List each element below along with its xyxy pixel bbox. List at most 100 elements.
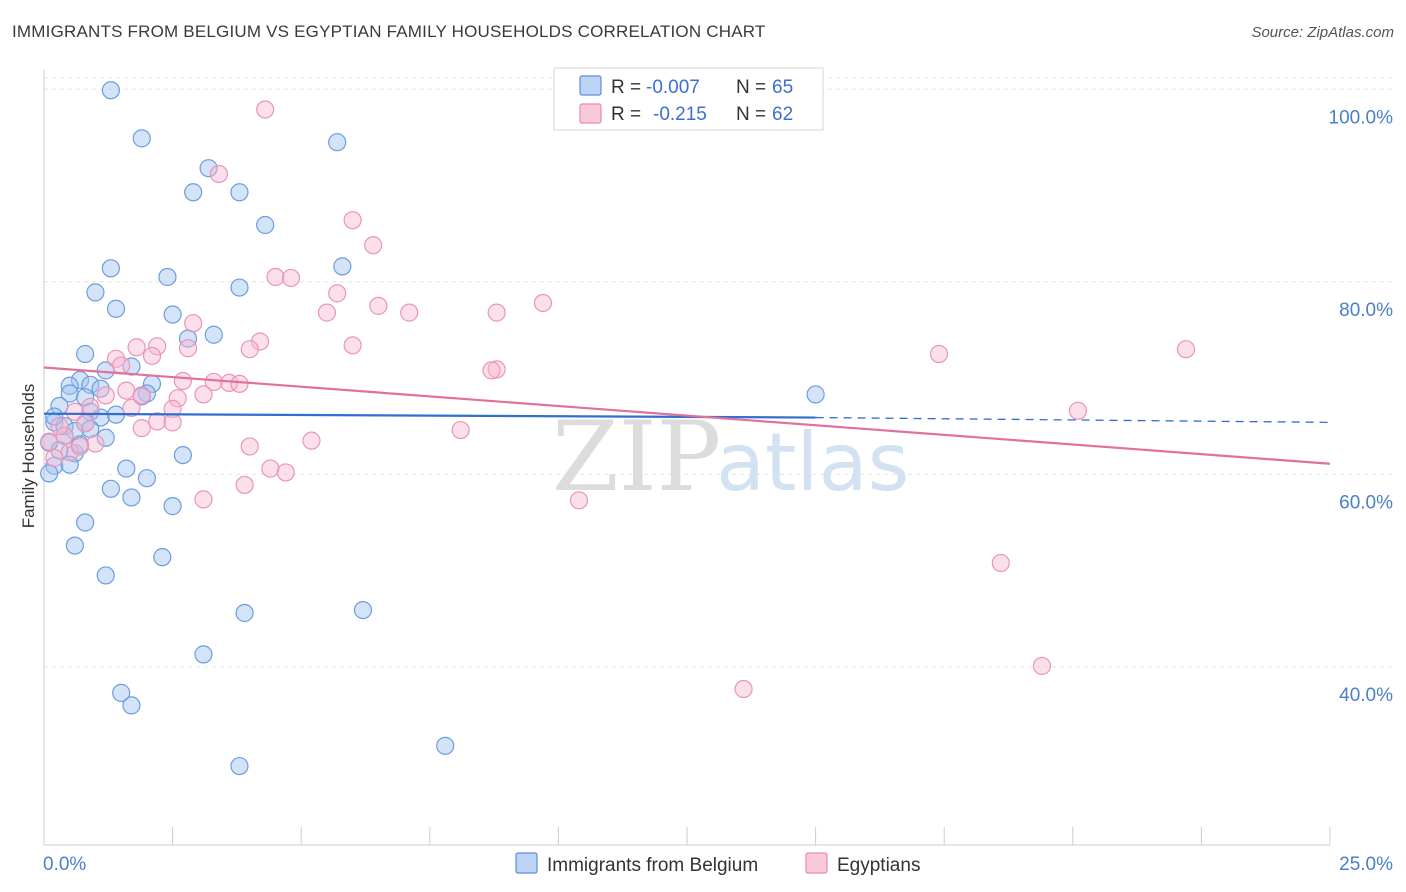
point-belgium [353, 600, 373, 620]
point-egyptians [250, 332, 270, 351]
point-egyptians [163, 399, 182, 418]
point-egyptians [40, 432, 59, 451]
point-belgium [122, 696, 141, 715]
point-egyptians [240, 340, 259, 359]
point-egyptians [487, 303, 506, 322]
point-egyptians [261, 459, 280, 478]
point-belgium [173, 445, 192, 465]
point-egyptians [451, 420, 470, 440]
point-egyptians [487, 360, 506, 379]
point-egyptians [276, 463, 295, 482]
point-egyptians [112, 356, 131, 375]
legend-swatch-belgium [579, 75, 602, 96]
legend-n-label-1: N = [736, 77, 766, 98]
point-egyptians [343, 336, 362, 355]
y-axis-label: Family Households [19, 384, 38, 529]
trend-line-egyptians [43, 366, 1331, 465]
point-egyptians [991, 553, 1010, 573]
point-egyptians [81, 397, 100, 417]
point-belgium [230, 278, 249, 297]
trend-line-belgium-extension [815, 416, 1331, 424]
point-belgium [86, 283, 105, 302]
legend-n-value-2: 62 [772, 104, 793, 125]
y-tick-label: 60.0% [1339, 492, 1393, 513]
point-egyptians [122, 398, 141, 418]
bottom-legend-label-belgium: Immigrants from Belgium [547, 855, 758, 876]
point-egyptians [482, 361, 501, 380]
point-egyptians [148, 337, 167, 356]
series-egyptians-points [40, 100, 1196, 699]
point-belgium [199, 159, 218, 178]
watermark-atlas: atlas [716, 416, 909, 509]
point-egyptians [1032, 656, 1052, 676]
point-egyptians [734, 679, 753, 699]
point-egyptians [317, 303, 337, 322]
point-egyptians [168, 389, 187, 408]
point-egyptians [132, 419, 151, 438]
point-belgium [45, 407, 64, 426]
point-egyptians [929, 344, 949, 364]
axes [43, 70, 1331, 846]
point-egyptians [142, 346, 162, 366]
point-belgium [101, 479, 120, 498]
point-belgium [806, 385, 825, 404]
point-egyptians [178, 339, 198, 358]
point-egyptians [369, 296, 388, 315]
point-egyptians [1176, 340, 1196, 359]
point-belgium [96, 566, 115, 585]
point-belgium [333, 257, 352, 276]
point-egyptians [209, 164, 228, 184]
legend-n-label-2: N = [736, 104, 766, 125]
legend-n-value-1: 65 [772, 77, 793, 98]
point-belgium [132, 129, 151, 148]
point-egyptians [163, 413, 182, 432]
point-belgium [112, 683, 131, 702]
source-label: Source: ZipAtlas.com [1251, 24, 1394, 41]
point-belgium [235, 603, 254, 623]
stats-legend: R = -0.007 N = 65 R = -0.215 N = 62 [553, 67, 824, 131]
point-egyptians [400, 303, 419, 322]
point-egyptians [45, 448, 64, 468]
point-belgium [436, 736, 455, 755]
point-belgium [153, 548, 172, 567]
point-belgium [76, 513, 95, 532]
point-egyptians [127, 338, 146, 357]
point-belgium [81, 419, 100, 439]
point-egyptians [184, 314, 203, 333]
legend-r-label-1: R = [611, 77, 641, 98]
bottom-legend-swatch-egyptians [805, 852, 828, 874]
point-egyptians [86, 434, 105, 453]
x-tick-label-min: 0.0% [43, 854, 86, 875]
point-belgium [60, 376, 79, 395]
point-belgium [96, 428, 115, 447]
point-egyptians [76, 414, 95, 433]
point-belgium [76, 344, 95, 364]
x-tick-label-max: 25.0% [1339, 854, 1393, 875]
point-belgium [230, 183, 249, 202]
legend-r-value-2: -0.215 [653, 104, 707, 125]
point-belgium [70, 370, 90, 390]
point-egyptians [256, 100, 275, 119]
bottom-legend-label-egyptians: Egyptians [837, 855, 920, 876]
point-egyptians [230, 374, 249, 393]
point-egyptians [281, 268, 301, 288]
point-egyptians [235, 475, 254, 495]
point-egyptians [173, 371, 192, 391]
point-egyptians [302, 431, 321, 450]
point-belgium [204, 325, 223, 344]
watermark-zip: ZIP [552, 401, 721, 513]
point-belgium [194, 645, 213, 664]
point-egyptians [70, 437, 90, 456]
point-egyptians [343, 211, 362, 230]
series-legend: Immigrants from Belgium Egyptians [515, 852, 920, 876]
point-egyptians [148, 412, 167, 431]
legend-r-value-1: -0.007 [646, 77, 700, 98]
point-belgium [163, 305, 182, 324]
point-egyptians [117, 381, 136, 400]
point-egyptians [96, 386, 115, 405]
chart-title: IMMIGRANTS FROM BELGIUM VS EGYPTIAN FAMI… [12, 22, 766, 41]
point-egyptians [364, 236, 383, 255]
point-belgium [122, 488, 141, 507]
point-belgium [76, 388, 95, 407]
